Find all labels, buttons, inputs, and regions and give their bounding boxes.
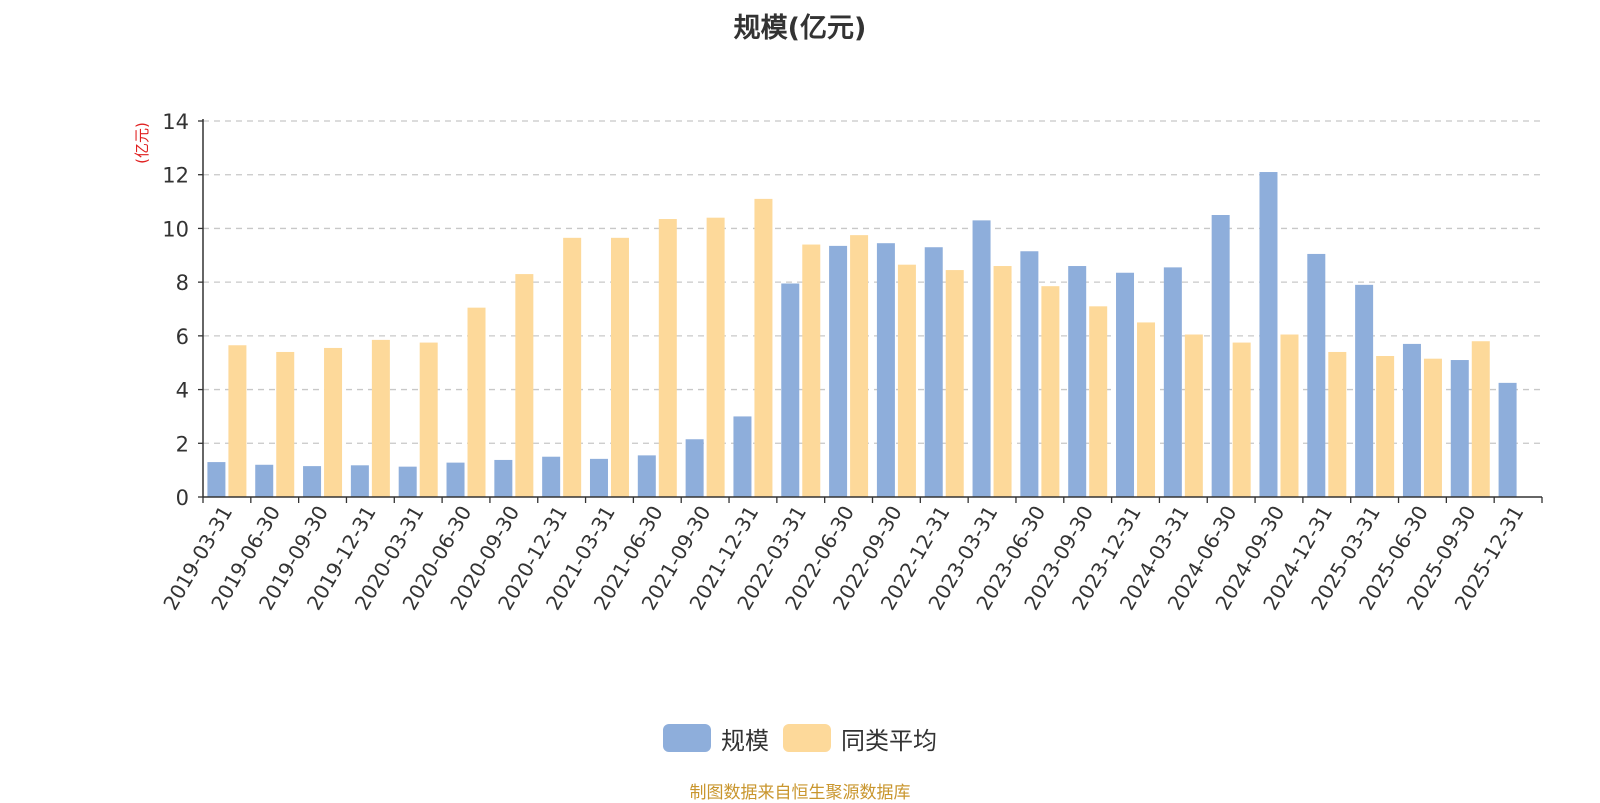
legend-item-scale[interactable]: 规模 xyxy=(663,721,769,756)
bar-chart: 024681012142019-03-312019-06-302019-09-3… xyxy=(133,110,1543,614)
data-source-note: 制图数据来自恒生聚源数据库 xyxy=(689,783,911,803)
bar-scale xyxy=(1450,360,1469,497)
bar-scale xyxy=(829,245,848,497)
legend: 规模 同类平均 xyxy=(0,720,1600,756)
bar-peer-average xyxy=(945,270,964,497)
legend-swatch xyxy=(663,724,711,752)
bar-scale xyxy=(781,283,800,497)
bar-peer-average xyxy=(1232,342,1251,497)
bar-scale xyxy=(924,247,943,497)
bar-scale xyxy=(1163,267,1182,497)
bar-peer-average xyxy=(850,235,869,497)
y-tick-label: 8 xyxy=(176,271,189,295)
bars xyxy=(207,172,1517,498)
bar-peer-average xyxy=(1137,322,1156,497)
bar-peer-average xyxy=(515,274,534,497)
bar-peer-average xyxy=(467,307,486,497)
bar-scale xyxy=(1355,284,1374,497)
bar-scale xyxy=(637,455,656,497)
bar-scale xyxy=(733,416,752,497)
y-tick-label: 14 xyxy=(162,110,189,134)
bar-peer-average xyxy=(1280,334,1299,497)
bar-peer-average xyxy=(802,244,821,497)
bar-scale xyxy=(1068,266,1087,497)
bar-peer-average xyxy=(658,219,677,497)
y-tick-label: 6 xyxy=(176,325,189,349)
bar-scale xyxy=(685,439,704,497)
legend-item-peer-average[interactable]: 同类平均 xyxy=(783,721,937,756)
bar-scale xyxy=(1259,172,1278,497)
bar-scale xyxy=(542,456,561,497)
bar-scale xyxy=(1116,272,1135,497)
bar-peer-average xyxy=(371,339,390,497)
bar-scale xyxy=(494,459,513,497)
bar-peer-average xyxy=(897,264,916,497)
bar-peer-average xyxy=(228,345,247,497)
bar-scale xyxy=(398,466,417,497)
bar-scale xyxy=(350,465,369,497)
bar-scale xyxy=(1402,343,1421,497)
bar-peer-average xyxy=(610,237,629,498)
bar-peer-average xyxy=(1471,341,1490,497)
legend-label: 规模 xyxy=(721,726,769,755)
legend-label: 同类平均 xyxy=(841,726,937,755)
bar-peer-average xyxy=(1376,356,1395,497)
y-tick-label: 2 xyxy=(176,432,189,456)
bar-peer-average xyxy=(324,347,343,497)
y-axis-label: (亿元) xyxy=(133,122,151,164)
bar-scale xyxy=(589,458,608,497)
bar-peer-average xyxy=(754,198,773,497)
bar-peer-average xyxy=(1041,286,1060,497)
bar-peer-average xyxy=(1089,306,1108,497)
bar-scale xyxy=(1307,253,1326,497)
bar-scale xyxy=(1211,215,1230,497)
bar-scale xyxy=(1498,382,1517,497)
bar-peer-average xyxy=(563,237,582,498)
bar-scale xyxy=(255,464,274,497)
bar-peer-average xyxy=(706,217,725,497)
y-tick-label: 4 xyxy=(176,379,189,403)
bar-scale xyxy=(446,462,465,497)
bar-scale xyxy=(876,243,895,497)
y-tick-label: 0 xyxy=(176,486,189,510)
bar-scale xyxy=(972,220,991,497)
y-tick-label: 12 xyxy=(162,164,189,188)
bar-scale xyxy=(207,462,226,497)
bar-peer-average xyxy=(1423,358,1442,497)
bar-peer-average xyxy=(1328,351,1347,497)
chart-title: 规模(亿元) xyxy=(733,13,867,44)
legend-swatch xyxy=(783,724,831,752)
bar-scale xyxy=(303,466,322,497)
bar-peer-average xyxy=(419,342,438,497)
bar-peer-average xyxy=(993,266,1012,497)
y-tick-label: 10 xyxy=(162,217,189,241)
bar-scale xyxy=(1020,251,1039,497)
bar-peer-average xyxy=(1184,334,1203,497)
bar-peer-average xyxy=(276,351,295,497)
